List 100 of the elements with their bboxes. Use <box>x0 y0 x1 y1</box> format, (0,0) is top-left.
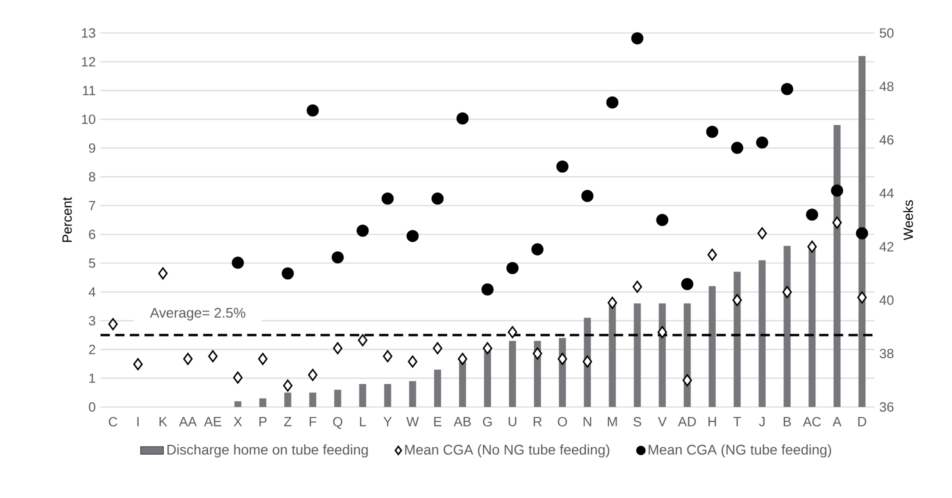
point <box>830 184 844 197</box>
point <box>306 104 319 117</box>
bar <box>658 303 666 407</box>
bar <box>259 398 266 407</box>
x-tick-label: AC <box>802 417 821 426</box>
y-tick-label: 7 <box>89 201 96 210</box>
point <box>781 83 794 96</box>
y-tick-label: 4 <box>88 287 96 296</box>
point <box>258 352 268 365</box>
x-tick-label: O <box>558 417 567 426</box>
legend-label: Discharge home on tube feeding <box>167 444 368 458</box>
x-tick-label: W <box>406 417 419 426</box>
point <box>531 243 544 256</box>
y2-tick-label: 42 <box>880 242 894 252</box>
bar <box>634 303 641 407</box>
point <box>558 352 568 365</box>
x-tick-label: AE <box>204 417 222 426</box>
point <box>481 283 494 296</box>
bar <box>734 272 741 407</box>
point <box>706 126 718 138</box>
point <box>806 208 818 221</box>
x-tick-label: J <box>759 417 765 426</box>
point <box>133 358 143 370</box>
bar <box>758 260 766 407</box>
point <box>782 286 792 298</box>
x-tick-label: H <box>708 417 716 426</box>
x-tick-label: P <box>259 417 267 426</box>
point <box>382 350 392 362</box>
x-tick-label: AD <box>678 417 696 426</box>
x-tick-label: D <box>858 417 866 426</box>
point <box>807 240 817 253</box>
point <box>856 227 868 240</box>
y-tick-label: 3 <box>88 316 96 326</box>
x-tick-label: K <box>160 417 168 426</box>
point <box>656 214 668 226</box>
y-tick-label: 5 <box>88 258 96 268</box>
bar <box>359 384 366 407</box>
x-tick-label: M <box>608 417 617 426</box>
point <box>332 251 344 264</box>
point <box>208 350 218 362</box>
x-tick-label: Y <box>383 417 392 426</box>
point <box>158 267 168 280</box>
point <box>458 352 468 365</box>
point <box>732 294 742 306</box>
point <box>608 296 618 309</box>
x-tick-label: T <box>733 417 741 426</box>
point <box>233 372 243 384</box>
bar <box>484 349 492 407</box>
ref-line-label: Average= 2.5% <box>150 308 246 321</box>
x-tick-label: E <box>434 417 442 426</box>
y2-tick-label: 40 <box>880 295 894 305</box>
point <box>432 192 444 205</box>
point <box>682 374 692 386</box>
y-tick-label: 6 <box>89 230 96 240</box>
x-tick-label: V <box>658 417 667 426</box>
x-tick-label: AA <box>179 417 197 426</box>
point <box>707 248 717 261</box>
x-tick-label: L <box>360 417 366 426</box>
y2-tick-label: 38 <box>880 348 894 358</box>
point <box>832 216 842 229</box>
point <box>358 334 368 346</box>
x-tick-label: Z <box>284 417 292 426</box>
x-tick-label: R <box>534 417 542 426</box>
bar <box>608 303 616 407</box>
y-tick-label: 9 <box>89 143 96 153</box>
y-tick-label: 10 <box>82 114 96 124</box>
y2-tick-label: 36 <box>880 402 894 412</box>
point <box>232 256 244 269</box>
x-tick-label: B <box>784 417 791 426</box>
point <box>508 326 518 338</box>
bar <box>459 360 466 407</box>
point <box>482 342 492 354</box>
point <box>756 136 768 149</box>
legend-label: Mean CGA (NG tube feeding) <box>648 444 832 458</box>
y-axis-title: Percent <box>62 197 72 242</box>
y-tick-label: 11 <box>82 86 96 96</box>
bar <box>508 340 516 407</box>
y-tick-label: 13 <box>82 28 96 38</box>
y2-tick-label: 48 <box>880 82 894 92</box>
x-tick-label: U <box>508 417 516 426</box>
point <box>658 326 668 338</box>
bar <box>858 56 866 407</box>
point <box>631 32 644 44</box>
bar <box>234 401 242 407</box>
point <box>432 342 442 354</box>
x-tick-label: N <box>584 417 592 426</box>
point <box>606 96 618 109</box>
x-tick-label: S <box>633 417 642 426</box>
y-tick-label: 12 <box>82 57 96 66</box>
y-tick-label: 0 <box>88 402 96 412</box>
x-tick-label: F <box>310 417 316 426</box>
y2-tick-label: 50 <box>880 28 894 38</box>
legend-label: Mean CGA (No NG tube feeding) <box>405 444 610 458</box>
point <box>108 318 118 330</box>
bar <box>384 384 392 407</box>
x-tick-label: AB <box>454 417 471 426</box>
x-tick-label: Q <box>333 417 342 429</box>
point <box>456 112 469 125</box>
x-tick-label: G <box>482 417 492 426</box>
point <box>308 368 318 381</box>
